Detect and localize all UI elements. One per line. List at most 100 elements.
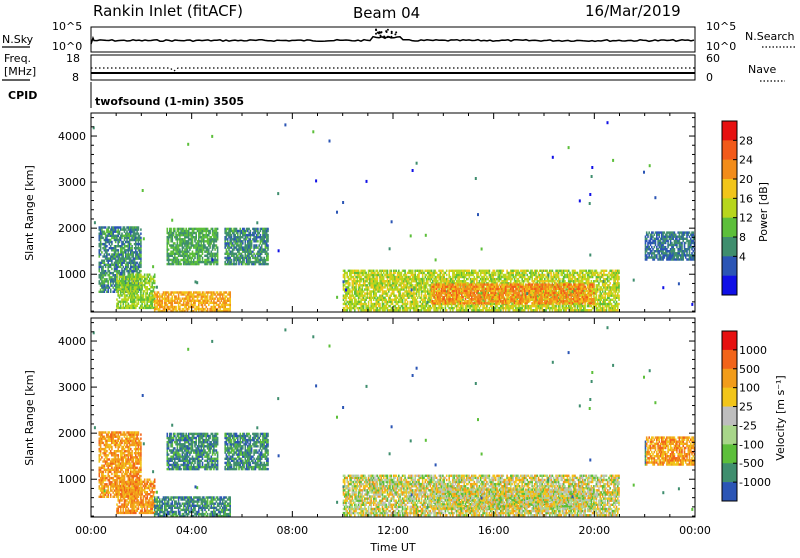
nsky-trace bbox=[91, 37, 694, 45]
nave-label: Nave bbox=[748, 63, 776, 76]
power-cell bbox=[437, 280, 439, 282]
power-cell bbox=[241, 244, 243, 246]
power-cell bbox=[447, 278, 449, 280]
power-cell bbox=[236, 261, 238, 263]
power-cell bbox=[105, 266, 107, 268]
power-cell bbox=[242, 242, 244, 244]
power-cell bbox=[129, 237, 131, 239]
power-cell bbox=[188, 244, 190, 246]
power-cell bbox=[396, 270, 398, 272]
power-cell bbox=[124, 243, 126, 245]
power-cell bbox=[250, 230, 252, 232]
power-cell bbox=[419, 301, 421, 303]
power-cell bbox=[107, 289, 109, 291]
power-cell bbox=[149, 284, 151, 286]
power-cell bbox=[144, 290, 146, 292]
power-cell bbox=[143, 294, 145, 296]
power-cell bbox=[117, 292, 119, 294]
power-cell bbox=[479, 280, 481, 282]
power-cell bbox=[231, 236, 233, 238]
power-cell bbox=[197, 298, 199, 300]
power-cell bbox=[121, 268, 123, 270]
power-cell bbox=[173, 244, 175, 246]
power-cell bbox=[355, 299, 357, 301]
power-cell bbox=[194, 257, 196, 259]
power-cell bbox=[231, 259, 233, 261]
power-cell bbox=[528, 270, 530, 272]
power-cell bbox=[204, 244, 206, 246]
power-cell bbox=[202, 304, 204, 306]
power-cell bbox=[135, 235, 137, 237]
power-cell bbox=[213, 242, 215, 244]
power-cell bbox=[387, 286, 389, 288]
power-cell bbox=[418, 292, 420, 294]
power-cell bbox=[116, 237, 118, 239]
power-cell bbox=[131, 249, 133, 251]
power-cell bbox=[446, 309, 448, 311]
power-cell bbox=[100, 253, 102, 255]
power-cell bbox=[267, 230, 269, 232]
power-cell bbox=[139, 235, 141, 237]
power-cell bbox=[489, 272, 491, 274]
power-cell bbox=[423, 280, 425, 282]
power-cell bbox=[217, 253, 219, 255]
power-cell bbox=[240, 234, 242, 236]
nsearch-label: N.Search bbox=[745, 30, 795, 43]
power-cell bbox=[474, 276, 476, 278]
power-cell bbox=[412, 272, 414, 274]
date-title: 16/Mar/2019 bbox=[585, 2, 681, 20]
power-cell bbox=[503, 309, 505, 311]
power-cell bbox=[364, 301, 366, 303]
power-cell bbox=[207, 298, 209, 300]
power-cell bbox=[529, 278, 531, 280]
power-cell bbox=[107, 268, 109, 270]
power-cell bbox=[141, 303, 143, 305]
power-cell bbox=[123, 266, 125, 268]
power-cell bbox=[445, 305, 447, 307]
power-cell bbox=[450, 309, 452, 311]
power-cell bbox=[100, 245, 102, 247]
power-cell bbox=[384, 309, 386, 311]
power-cell bbox=[173, 251, 175, 253]
power-cell bbox=[266, 251, 268, 253]
power-cell bbox=[398, 280, 400, 282]
power-cell bbox=[267, 253, 269, 255]
power-cell bbox=[121, 237, 123, 239]
power-cell bbox=[404, 270, 406, 272]
power-cell bbox=[383, 272, 385, 274]
power-cell bbox=[193, 298, 195, 300]
power-cell bbox=[425, 292, 427, 294]
power-cell bbox=[464, 272, 466, 274]
power-cell bbox=[503, 270, 505, 272]
power-cell bbox=[391, 270, 393, 272]
power-cell bbox=[101, 228, 103, 230]
power-cell bbox=[500, 278, 502, 280]
power-cell bbox=[229, 300, 231, 302]
power-cell bbox=[349, 292, 351, 294]
power-cell bbox=[128, 266, 130, 268]
power-cell bbox=[167, 244, 169, 246]
power-cell bbox=[179, 306, 181, 308]
power-cell bbox=[151, 284, 153, 286]
power-cell bbox=[174, 242, 176, 244]
power-cell bbox=[344, 270, 346, 272]
power-cell bbox=[140, 266, 142, 268]
freq-unit-label: [MHz] bbox=[4, 65, 36, 78]
power-cell bbox=[109, 243, 111, 245]
power-cell bbox=[514, 278, 516, 280]
power-cell bbox=[167, 304, 169, 306]
power-cell bbox=[140, 243, 142, 245]
nave-tick-bottom: 0 bbox=[706, 71, 713, 84]
power-cell bbox=[126, 268, 128, 270]
power-cell bbox=[257, 228, 259, 230]
power-cell bbox=[120, 292, 122, 294]
power-cell bbox=[201, 242, 203, 244]
power-cell bbox=[378, 301, 380, 303]
power-cell bbox=[172, 304, 174, 306]
nsky-label: N.Sky bbox=[2, 33, 34, 46]
power-cell bbox=[172, 298, 174, 300]
power-cell bbox=[211, 251, 213, 253]
power-cell bbox=[119, 231, 121, 233]
power-cell bbox=[188, 308, 190, 310]
nsearch-point bbox=[380, 35, 382, 37]
